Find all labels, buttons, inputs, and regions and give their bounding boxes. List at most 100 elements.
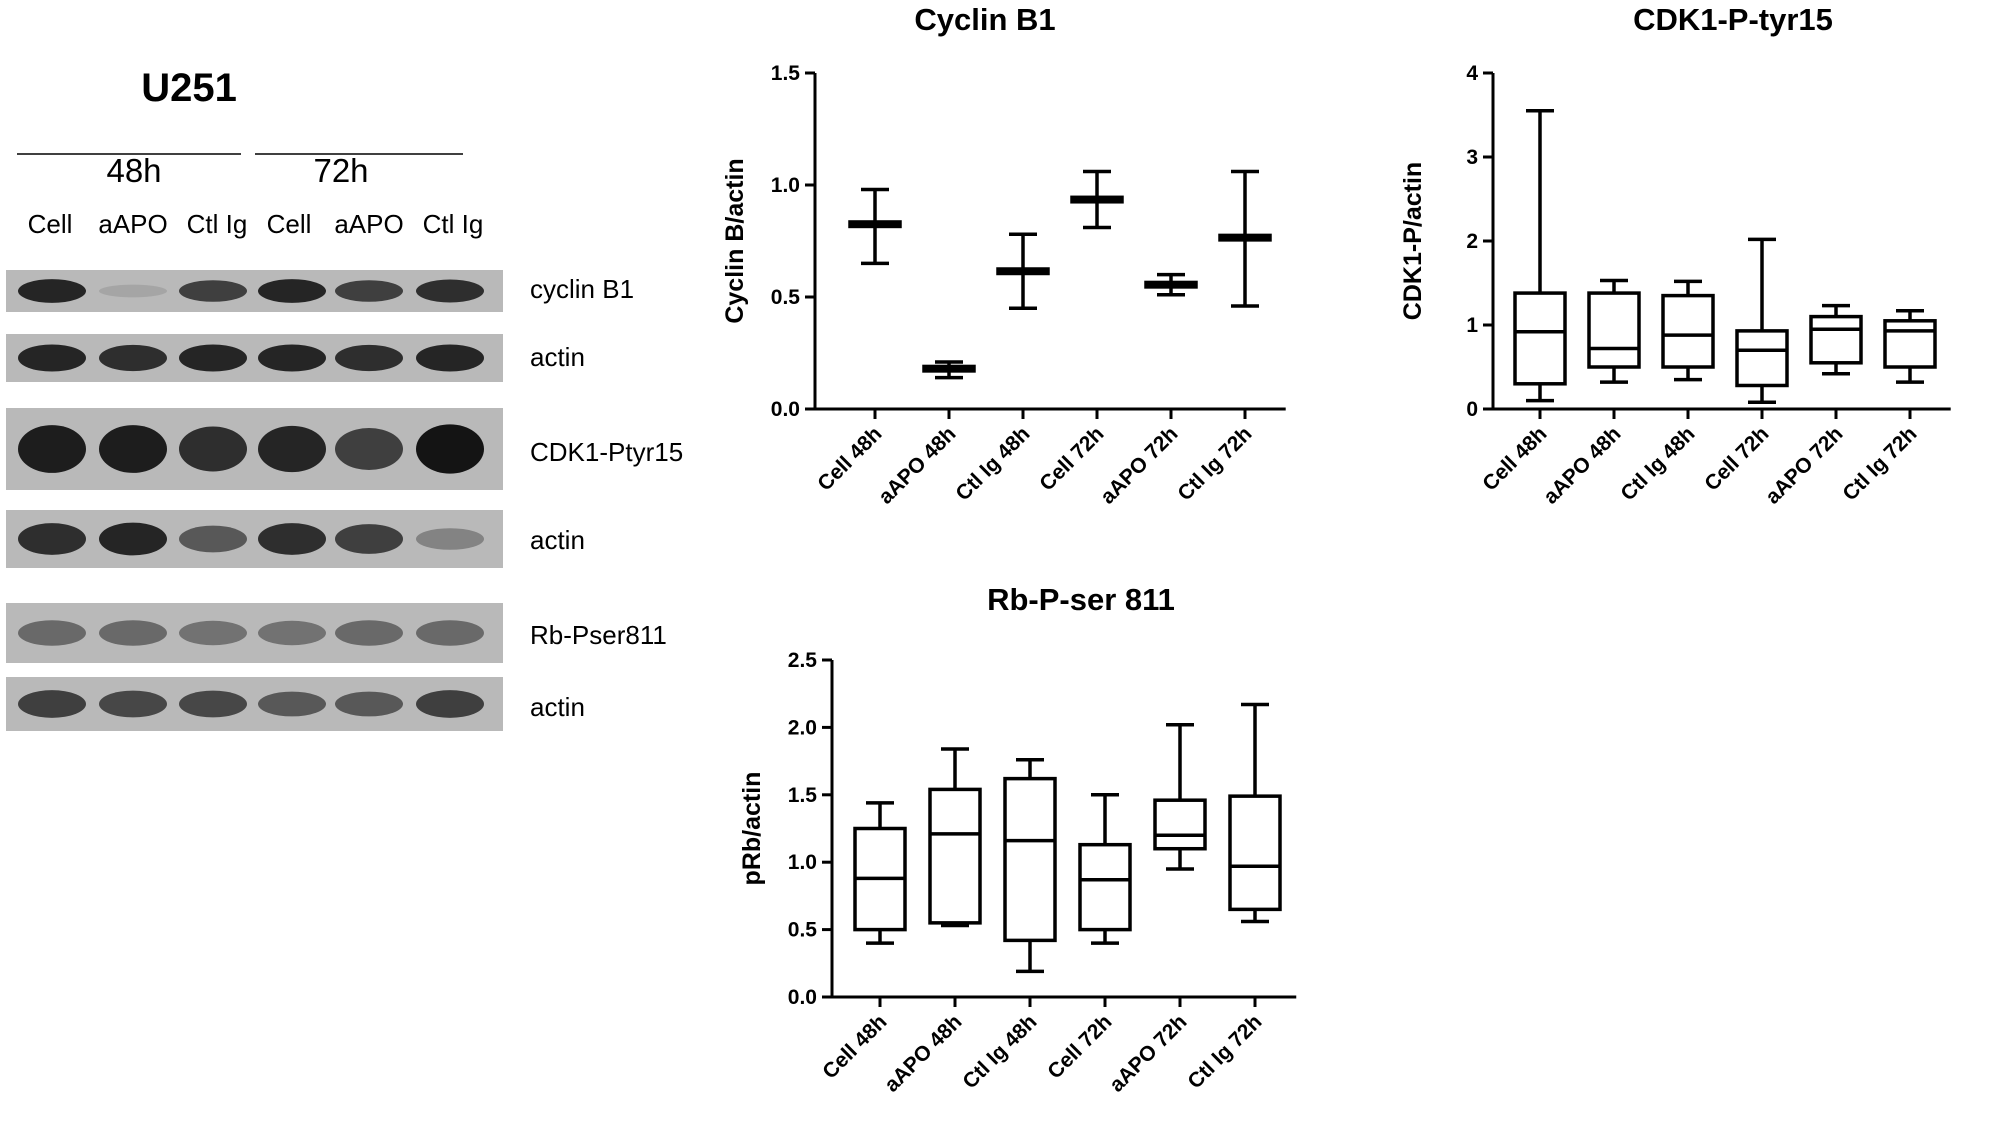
blot-band <box>179 690 247 718</box>
rb-p-ser811-chart: Rb-P-ser 811 pRb/actin 0.0 0.5 1.0 1.5 2.0 2.5 C… <box>738 582 1297 1097</box>
box-iqr <box>928 787 982 925</box>
box-plot-2 <box>1661 279 1715 382</box>
x-tick-label: Ctl Ig 72h <box>1183 1010 1266 1093</box>
lane-label: aAPO <box>334 209 403 239</box>
x-tick-label: aAPO 72h <box>1761 422 1847 508</box>
y-axis-label: CDK1-P/actin <box>1399 162 1427 320</box>
wb-title: U251 <box>141 66 237 110</box>
blot-strips <box>6 270 503 731</box>
box-iqr <box>1003 776 1057 943</box>
y-tick-label: 0.0 <box>771 398 800 421</box>
blot-band <box>18 620 86 646</box>
box-plot-1 <box>1587 278 1641 384</box>
lane-label: Ctl Ig <box>423 209 484 239</box>
chart-title: Cyclin B1 <box>914 2 1055 37</box>
y-tick-label: 0.0 <box>788 986 817 1009</box>
blot-band <box>335 620 403 646</box>
blot-band <box>258 425 326 473</box>
blot-band <box>416 690 484 718</box>
chart-title: Rb-P-ser 811 <box>987 582 1175 617</box>
x-tick-label: Ctl Ig 72h <box>1173 422 1256 505</box>
box-plot-0 <box>848 187 902 266</box>
blot-band <box>258 691 326 717</box>
band-label-actin: actin <box>530 342 585 372</box>
blot-band <box>335 344 403 372</box>
blot-band <box>99 690 167 718</box>
band-label-cdk1-ptyr15: CDK1-Ptyr15 <box>530 437 683 467</box>
blot-band <box>18 344 86 372</box>
blot-band <box>258 620 326 646</box>
western-blot-panel: U251 48h 72h Cell aAPO Ctl Ig Cell aAPO … <box>6 66 683 731</box>
timepoint-72h-label: 72h <box>313 152 368 189</box>
box-iqr <box>1078 842 1132 932</box>
box-plot-2 <box>996 232 1050 310</box>
lane-label: Cell <box>267 209 312 239</box>
blot-band <box>18 523 86 555</box>
blot-band <box>416 424 484 474</box>
y-tick-label: 0.5 <box>788 919 818 942</box>
x-tick-label: Cell 72h <box>1043 1010 1116 1083</box>
box-iqr <box>1153 798 1207 851</box>
box-plot-4 <box>1144 272 1198 297</box>
blot-band <box>18 279 86 303</box>
y-tick-label: 0.5 <box>771 286 801 309</box>
box-plot-5 <box>1218 169 1272 308</box>
lane-label: Ctl Ig <box>187 209 248 239</box>
blot-band <box>335 280 403 302</box>
y-tick-label: 1.0 <box>788 851 817 874</box>
x-tick-label: Cell 72h <box>1700 422 1773 495</box>
y-tick-label: 4 <box>1466 62 1478 85</box>
x-tick-label: Cell 72h <box>1035 422 1108 495</box>
y-tick-label: 2.5 <box>788 649 818 672</box>
blot-band <box>258 523 326 555</box>
timepoint-48h-label: 48h <box>106 152 161 189</box>
y-tick-label: 1 <box>1466 314 1478 337</box>
box-plot-3 <box>1735 237 1789 405</box>
box-iqr <box>1735 329 1789 388</box>
y-tick-label: 2 <box>1466 230 1478 253</box>
box-iqr <box>1809 314 1863 365</box>
x-tick-label: aAPO 72h <box>1096 422 1182 508</box>
box-plot-4 <box>1809 303 1863 376</box>
y-tick-label: 0 <box>1466 398 1478 421</box>
blot-band <box>179 280 247 302</box>
blot-band <box>416 620 484 646</box>
box-plot-5 <box>1883 308 1937 384</box>
blot-band <box>99 284 167 298</box>
box-iqr <box>1228 794 1282 912</box>
blot-band <box>18 690 86 718</box>
box-plot-1 <box>922 360 976 380</box>
blot-band <box>335 691 403 717</box>
y-tick-label: 1.5 <box>771 62 801 85</box>
x-tick-label: aAPO 72h <box>1105 1010 1191 1096</box>
box-plot-0 <box>853 801 907 945</box>
box-iqr <box>1513 291 1567 386</box>
band-label-actin: actin <box>530 692 585 722</box>
chart-title: CDK1-P-tyr15 <box>1633 2 1833 37</box>
blot-band <box>258 279 326 303</box>
x-tick-label: Cell 48h <box>813 422 886 495</box>
x-tick-label: aAPO 48h <box>880 1010 966 1096</box>
box-iqr <box>1587 291 1641 369</box>
box-iqr <box>1661 293 1715 369</box>
blot-band <box>18 425 86 473</box>
blot-band <box>335 427 403 471</box>
blot-band <box>179 525 247 553</box>
blot-band <box>99 425 167 473</box>
blot-band <box>416 528 484 550</box>
x-tick-label: Ctl Ig 48h <box>951 422 1034 505</box>
band-label-rb-pser811: Rb-Pser811 <box>530 620 667 650</box>
y-tick-label: 1.0 <box>771 174 800 197</box>
x-tick-label: Cell 48h <box>818 1010 891 1083</box>
band-label-cyclin-b1: cyclin B1 <box>530 274 634 304</box>
box-plot-4 <box>1153 722 1207 871</box>
lane-label: Cell <box>28 209 73 239</box>
blot-band <box>258 344 326 372</box>
box-plot-5 <box>1228 702 1282 924</box>
x-tick-label: Ctl Ig 48h <box>958 1010 1041 1093</box>
blot-band <box>416 279 484 303</box>
box-iqr <box>1883 319 1937 369</box>
x-tick-label: Ctl Ig 48h <box>1616 422 1699 505</box>
y-axis-label: pRb/actin <box>738 772 766 886</box>
